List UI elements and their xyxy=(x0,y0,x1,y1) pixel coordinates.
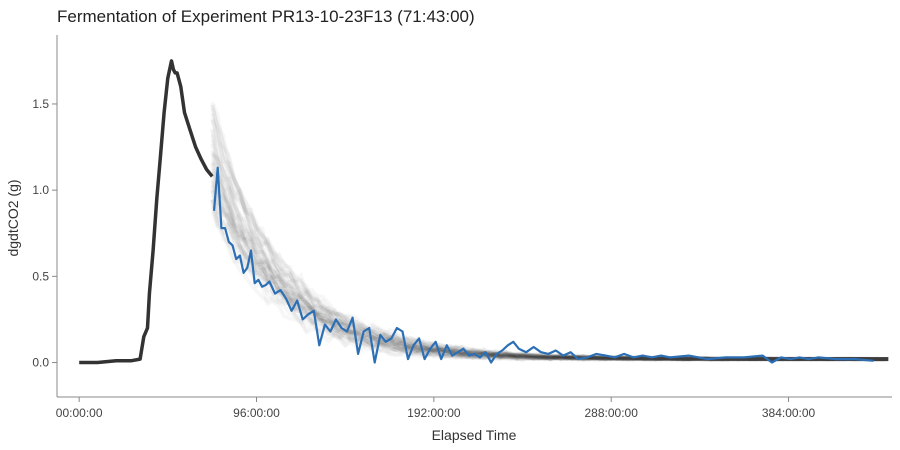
ensemble-member-line xyxy=(212,206,888,359)
ensemble-member-line xyxy=(212,196,888,359)
x-tick-label: 96:00:00 xyxy=(233,406,280,420)
ensemble-member-line xyxy=(212,191,888,360)
ensemble-member-line xyxy=(212,211,888,359)
x-tick-label: 288:00:00 xyxy=(585,406,639,420)
ensemble-member-line xyxy=(212,180,888,359)
x-tick-label: 192:00:00 xyxy=(407,406,461,420)
ensemble-member-line xyxy=(212,200,888,360)
ensemble-member-line xyxy=(212,173,888,359)
ensemble-member-line xyxy=(212,191,888,360)
y-ticks: 0.0 0.5 1.0 1.5 xyxy=(32,97,57,370)
x-tick-label: 00:00:00 xyxy=(56,406,103,420)
ensemble-member-line xyxy=(212,186,888,360)
y-tick-label: 0.5 xyxy=(32,269,49,283)
observed-series-line xyxy=(79,59,214,365)
data-series xyxy=(79,59,874,365)
chart-title: Fermentation of Experiment PR13-10-23F13… xyxy=(57,7,475,26)
x-ticks: 00:00:00 96:00:00 192:00:00 288:00:00 384:00… xyxy=(56,397,816,420)
ensemble-member-line xyxy=(212,184,888,359)
ensemble-member-line xyxy=(212,199,888,359)
x-tick-label: 384:00:00 xyxy=(762,406,816,420)
ensemble-member-line xyxy=(212,183,888,360)
y-tick-label: 1.5 xyxy=(32,97,49,111)
forecast-series-line xyxy=(212,166,874,364)
ensemble-member-line xyxy=(212,181,888,360)
y-tick-label: 1.0 xyxy=(32,183,49,197)
ensemble-simulations xyxy=(212,102,888,360)
y-tick-label: 0.0 xyxy=(32,356,49,370)
y-axis-title: dgdtCO2 (g) xyxy=(5,179,21,256)
ensemble-member-line xyxy=(212,189,888,359)
ensemble-member-line xyxy=(212,200,888,359)
ensemble-member-line xyxy=(212,177,888,360)
x-axis-title: Elapsed Time xyxy=(432,427,517,443)
ensemble-member-line xyxy=(212,187,888,360)
ensemble-member-line xyxy=(212,200,888,359)
ensemble-member-line xyxy=(212,175,888,359)
